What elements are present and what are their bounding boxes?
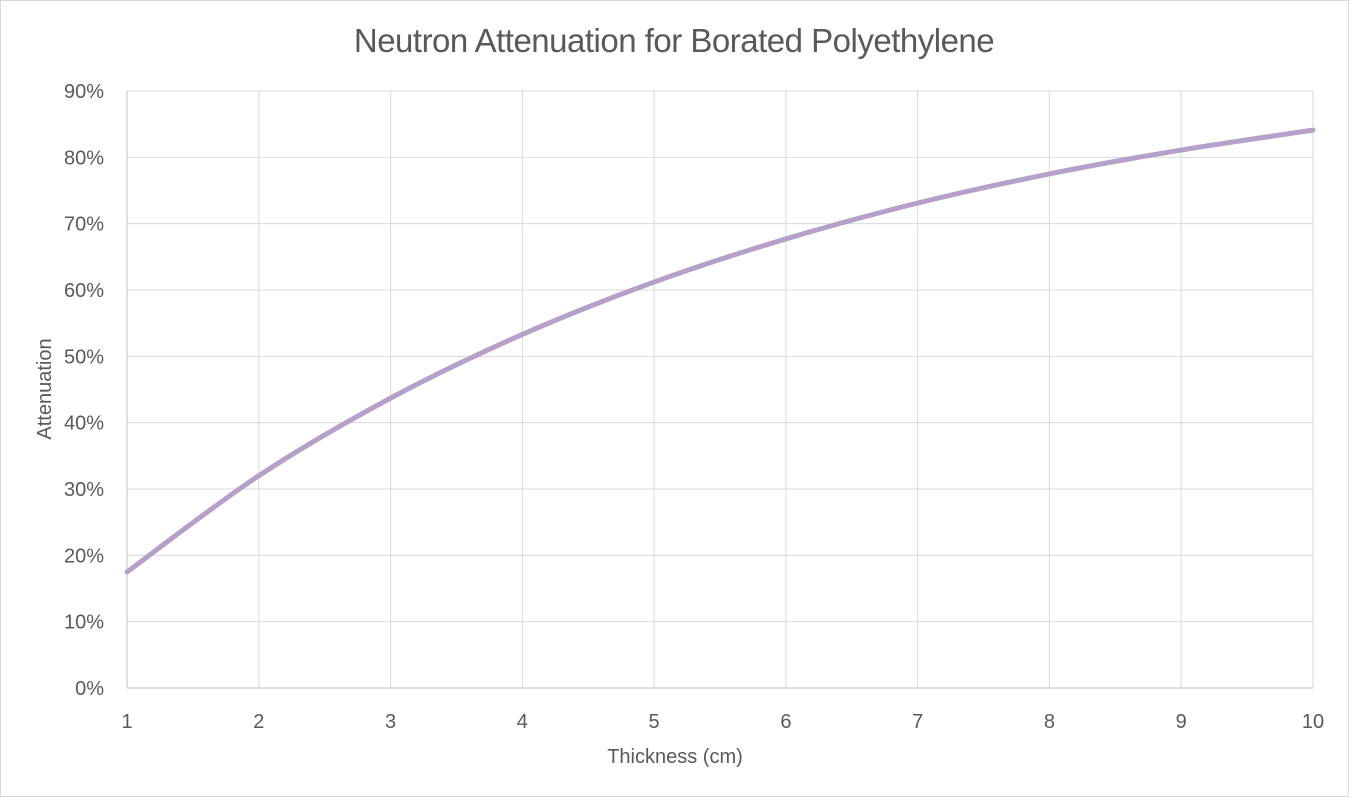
y-tick-label: 60% [64, 280, 104, 302]
x-tick-label: 2 [253, 711, 264, 733]
gridlines [127, 90, 1314, 688]
y-tick-label: 20% [64, 545, 104, 567]
x-axis-title: Thickness (cm) [607, 746, 743, 768]
y-tick-labels: 0% 10% 20% 30% 40% 50% 60% 70% 80% 90% [64, 81, 104, 700]
axes [126, 91, 1313, 689]
series-group [124, 127, 1316, 575]
x-tick-label: 4 [517, 711, 528, 733]
y-tick-label: 70% [64, 214, 104, 236]
y-axis-title: Attenuation [34, 338, 56, 439]
y-tick-label: 30% [64, 479, 104, 501]
y-tick-label: 0% [75, 678, 104, 700]
x-tick-label: 10 [1302, 711, 1324, 733]
y-tick-label: 10% [64, 612, 104, 634]
y-tick-label: 90% [64, 81, 104, 103]
y-tick-label: 40% [64, 413, 104, 435]
x-tick-label: 7 [912, 711, 923, 733]
x-tick-label: 3 [385, 711, 396, 733]
x-tick-label: 6 [780, 711, 791, 733]
y-tick-label: 80% [64, 147, 104, 169]
x-tick-label: 8 [1044, 711, 1055, 733]
x-tick-labels: 1 2 3 4 5 6 7 8 9 10 [121, 711, 1324, 733]
x-tick-label: 5 [649, 711, 660, 733]
x-tick-label: 1 [121, 711, 132, 733]
y-tick-label: 50% [64, 346, 104, 368]
attenuation-series-line [124, 127, 1316, 575]
x-tick-label: 9 [1176, 711, 1187, 733]
chart-title: Neutron Attenuation for Borated Polyethy… [354, 22, 994, 59]
